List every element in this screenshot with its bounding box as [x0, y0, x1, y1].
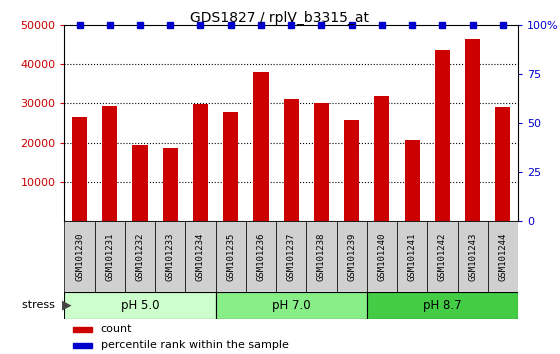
Text: GSM101231: GSM101231 [105, 233, 114, 281]
Bar [344, 120, 360, 221]
Bar [102, 106, 118, 221]
Bar [246, 221, 276, 292]
Text: GSM101244: GSM101244 [498, 233, 507, 281]
Text: GSM101242: GSM101242 [438, 233, 447, 281]
Text: ▶: ▶ [62, 299, 71, 312]
Text: percentile rank within the sample: percentile rank within the sample [101, 340, 288, 350]
Text: pH 5.0: pH 5.0 [121, 299, 159, 312]
Text: GSM101235: GSM101235 [226, 233, 235, 281]
Bar [72, 117, 87, 221]
Bar [276, 221, 306, 292]
Text: GSM101232: GSM101232 [136, 233, 144, 281]
Bar [367, 221, 397, 292]
Bar [64, 292, 216, 319]
Bar [404, 139, 420, 221]
Bar [427, 221, 458, 292]
Bar [125, 221, 155, 292]
Bar [73, 327, 92, 332]
Text: pH 8.7: pH 8.7 [423, 299, 461, 312]
Bar [465, 39, 480, 221]
Bar [435, 50, 450, 221]
Bar [397, 221, 427, 292]
Bar [155, 221, 185, 292]
Bar [496, 107, 511, 221]
Text: count: count [101, 324, 132, 334]
Bar [488, 221, 518, 292]
Text: GSM101236: GSM101236 [256, 233, 265, 281]
Bar [306, 221, 337, 292]
Text: GSM101243: GSM101243 [468, 233, 477, 281]
Bar [95, 221, 125, 292]
Text: GSM101238: GSM101238 [317, 233, 326, 281]
Bar [132, 145, 148, 221]
Bar [374, 96, 390, 221]
Bar [64, 221, 95, 292]
Text: GSM101234: GSM101234 [196, 233, 205, 281]
Bar [185, 221, 216, 292]
Bar [283, 99, 299, 221]
Text: pH 7.0: pH 7.0 [272, 299, 310, 312]
Bar [367, 292, 518, 319]
Text: GSM101241: GSM101241 [408, 233, 417, 281]
Bar [223, 112, 239, 221]
Bar [337, 221, 367, 292]
Text: GSM101237: GSM101237 [287, 233, 296, 281]
Bar [193, 104, 208, 221]
Text: GSM101240: GSM101240 [377, 233, 386, 281]
Text: GSM101233: GSM101233 [166, 233, 175, 281]
Bar [254, 72, 269, 221]
Bar [162, 148, 178, 221]
Bar [458, 221, 488, 292]
Bar [73, 343, 92, 348]
Bar [216, 221, 246, 292]
Bar [314, 103, 329, 221]
Bar [216, 292, 367, 319]
Text: GSM101239: GSM101239 [347, 233, 356, 281]
Text: GSM101230: GSM101230 [75, 233, 84, 281]
Text: GDS1827 / rplV_b3315_at: GDS1827 / rplV_b3315_at [190, 11, 370, 25]
Text: stress: stress [22, 300, 59, 310]
